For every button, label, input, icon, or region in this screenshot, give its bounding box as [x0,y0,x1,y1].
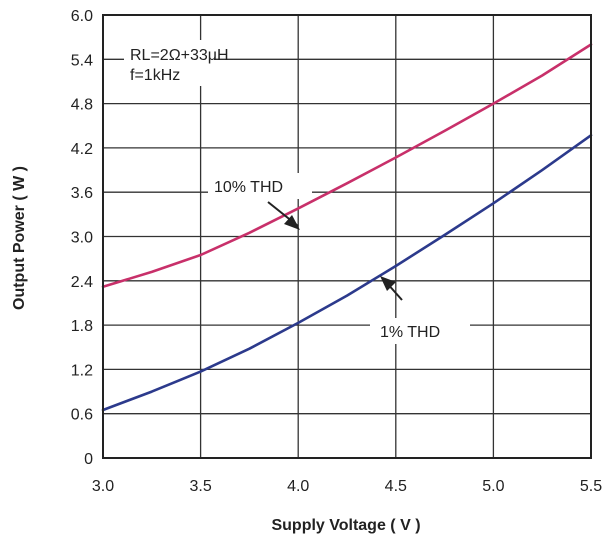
annotation-10thd-label: 10% THD [214,179,283,196]
plot-frame [102,14,592,459]
annotation-10thd-arrowhead [284,215,300,230]
y-tick-label: 0 [84,451,93,468]
annotation-1thd: 1% THD [370,276,470,344]
series-line-1pct-thd [101,134,593,412]
annotation-10thd: 10% THD [208,173,312,230]
x-tick-label: 3.0 [92,478,114,495]
x-tick-label: 4.0 [287,478,309,495]
annotation-1thd-label: 1% THD [380,324,440,341]
x-tick-label: 5.5 [580,478,602,495]
series-line-10pct-thd [101,43,593,289]
y-tick-label: 4.8 [71,97,93,114]
annotation-1thd-arrowhead [380,276,396,291]
annotation-10thd-background [208,173,312,199]
y-tick-label: 3.0 [71,230,93,247]
y-tick-label: 0.6 [71,407,93,424]
y-tick-label: 4.2 [71,141,93,158]
condition-frequency: f=1kHz [130,67,180,84]
conditions-box: RL=2Ω+33μH f=1kHz [124,40,229,86]
y-tick-label: 1.2 [71,362,93,379]
series-layer [101,43,593,412]
y-tick-label: 2.4 [71,274,93,291]
x-tick-label: 3.5 [189,478,211,495]
x-axis-title: Supply Voltage ( V ) [271,517,420,534]
annotation-1thd-background [370,318,470,344]
y-tick-label: 5.4 [71,52,93,69]
x-tick-label: 4.5 [385,478,407,495]
tick-labels: 3.0 3.5 4.0 4.5 5.0 5.5 0 0.6 1.2 1.8 2.4 3.0 3.6 4.2… [71,8,602,495]
condition-load: RL=2Ω+33μH [130,47,229,64]
y-tick-label: 1.8 [71,318,93,335]
conditions-background [124,40,214,86]
y-tick-label: 6.0 [71,8,93,25]
y-axis-title: Output Power ( W ) [11,166,28,310]
y-tick-label: 3.6 [71,185,93,202]
x-tick-label: 5.0 [482,478,504,495]
